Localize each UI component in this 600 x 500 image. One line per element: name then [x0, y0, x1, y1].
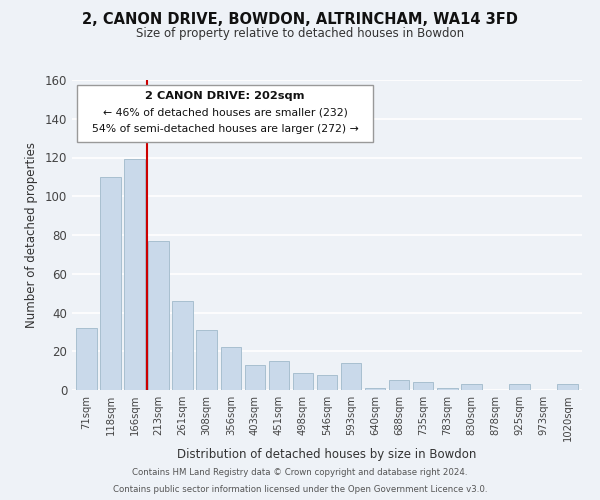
- Y-axis label: Number of detached properties: Number of detached properties: [25, 142, 38, 328]
- Bar: [293, 372, 313, 390]
- Bar: [557, 384, 578, 390]
- Text: 2, CANON DRIVE, BOWDON, ALTRINCHAM, WA14 3FD: 2, CANON DRIVE, BOWDON, ALTRINCHAM, WA14…: [82, 12, 518, 28]
- Bar: [437, 388, 458, 390]
- Bar: [76, 328, 97, 390]
- Text: 54% of semi-detached houses are larger (272) →: 54% of semi-detached houses are larger (…: [92, 124, 358, 134]
- Bar: [172, 301, 193, 390]
- FancyBboxPatch shape: [77, 84, 373, 142]
- Bar: [269, 361, 289, 390]
- Bar: [413, 382, 433, 390]
- Text: Contains HM Land Registry data © Crown copyright and database right 2024.: Contains HM Land Registry data © Crown c…: [132, 468, 468, 477]
- X-axis label: Distribution of detached houses by size in Bowdon: Distribution of detached houses by size …: [178, 448, 476, 462]
- Text: Contains public sector information licensed under the Open Government Licence v3: Contains public sector information licen…: [113, 484, 487, 494]
- Bar: [317, 374, 337, 390]
- Bar: [148, 241, 169, 390]
- Bar: [245, 365, 265, 390]
- Bar: [389, 380, 409, 390]
- Bar: [100, 177, 121, 390]
- Bar: [365, 388, 385, 390]
- Text: Size of property relative to detached houses in Bowdon: Size of property relative to detached ho…: [136, 28, 464, 40]
- Bar: [461, 384, 482, 390]
- Bar: [221, 348, 241, 390]
- Bar: [509, 384, 530, 390]
- Text: 2 CANON DRIVE: 202sqm: 2 CANON DRIVE: 202sqm: [145, 91, 305, 101]
- Text: ← 46% of detached houses are smaller (232): ← 46% of detached houses are smaller (23…: [103, 107, 347, 117]
- Bar: [341, 363, 361, 390]
- Bar: [124, 160, 145, 390]
- Bar: [196, 330, 217, 390]
